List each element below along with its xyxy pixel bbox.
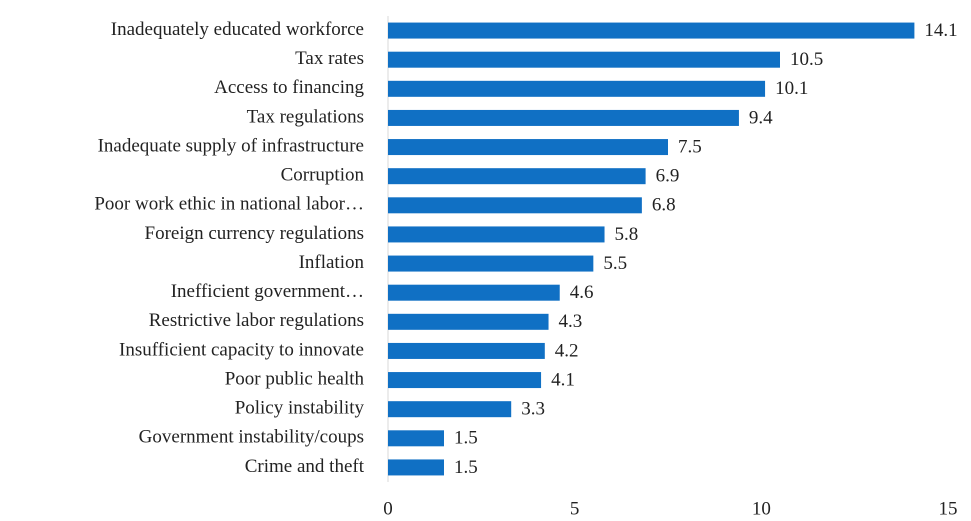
bar — [388, 255, 594, 272]
value-label: 5.8 — [615, 224, 639, 245]
bar — [388, 139, 668, 156]
y-tick-label: Corruption — [281, 165, 365, 186]
value-label: 7.5 — [678, 136, 702, 157]
x-tick-label: 5 — [570, 498, 580, 519]
bar — [388, 372, 542, 389]
value-label: 1.5 — [454, 457, 478, 478]
bar — [388, 226, 605, 243]
y-tick-label: Access to financing — [214, 77, 364, 98]
value-label: 3.3 — [521, 399, 545, 420]
y-tick-label: Foreign currency regulations — [145, 223, 364, 244]
y-tick-label: Restrictive labor regulations — [149, 310, 364, 331]
value-label: 6.8 — [652, 195, 676, 216]
y-tick-label: Tax rates — [295, 48, 364, 69]
y-tick-label: Poor public health — [225, 368, 365, 389]
value-label: 10.5 — [790, 49, 823, 70]
x-tick-label: 10 — [752, 498, 771, 519]
value-label: 10.1 — [775, 78, 808, 99]
bar — [388, 459, 444, 476]
bar — [388, 342, 545, 359]
y-tick-label: Poor work ethic in national labor… — [94, 194, 364, 215]
value-label: 14.1 — [924, 20, 957, 41]
bar — [388, 401, 512, 418]
x-tick-label: 15 — [939, 498, 958, 519]
value-label: 4.6 — [570, 282, 594, 303]
y-tick-label: Insufficient capacity to innovate — [119, 339, 364, 360]
value-label: 9.4 — [749, 107, 773, 128]
value-label: 1.5 — [454, 428, 478, 449]
y-tick-label: Crime and theft — [245, 456, 365, 477]
y-tick-label: Government instability/coups — [139, 427, 364, 448]
y-tick-label: Inadequately educated workforce — [111, 19, 364, 40]
y-tick-label: Inefficient government… — [171, 281, 364, 302]
y-tick-label: Policy instability — [235, 398, 365, 419]
y-tick-label: Tax regulations — [247, 106, 364, 127]
x-tick-label: 0 — [383, 498, 393, 519]
bar — [388, 313, 549, 330]
y-tick-label: Inadequate supply of infrastructure — [98, 135, 364, 156]
bar — [388, 197, 642, 214]
bar — [388, 284, 560, 301]
value-label: 6.9 — [656, 166, 680, 187]
bar — [388, 51, 780, 68]
bar — [388, 168, 646, 185]
bar — [388, 22, 915, 39]
value-label: 4.1 — [551, 369, 575, 390]
bar — [388, 80, 766, 97]
y-tick-label: Inflation — [299, 252, 365, 273]
value-label: 5.5 — [603, 253, 627, 274]
bar — [388, 430, 444, 447]
value-label: 4.2 — [555, 340, 579, 361]
value-label: 4.3 — [559, 311, 583, 332]
bar — [388, 109, 739, 126]
